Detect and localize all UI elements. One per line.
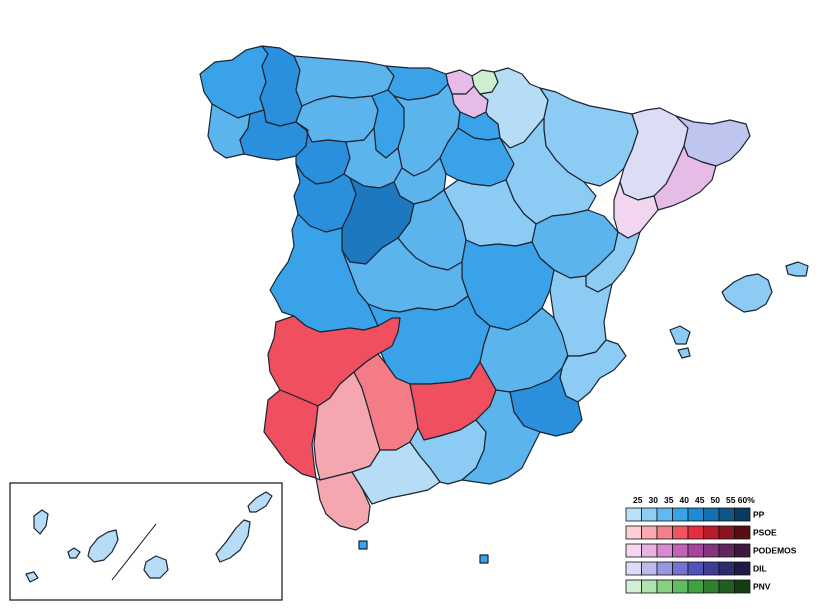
legend-swatch <box>687 543 704 558</box>
region-guadalajara <box>443 179 537 247</box>
legend-swatch <box>703 507 720 522</box>
region-baleares-mallorca <box>721 273 773 313</box>
legend-party-label: PNV <box>753 582 771 592</box>
region-baleares-ibiza <box>669 325 691 345</box>
legend-swatch <box>672 525 689 540</box>
region-barcelona <box>653 145 717 211</box>
legend-party-label: DIL <box>753 564 767 574</box>
legend-swatch <box>656 525 673 540</box>
region-valencia <box>549 269 613 357</box>
legend-swatch <box>687 507 704 522</box>
legend-swatch <box>672 543 689 558</box>
legend-swatch <box>641 507 658 522</box>
legend-swatch <box>718 525 735 540</box>
legend-threshold-label: 30 <box>649 495 659 505</box>
legend-swatch <box>718 561 735 576</box>
region-canarias-la-gomera <box>67 547 81 559</box>
canary-islands-divider <box>111 523 157 581</box>
region-baleares-menorca <box>785 261 809 277</box>
legend-party-label: PODEMOS <box>753 546 797 556</box>
region-melilla <box>479 554 489 564</box>
legend-swatch <box>734 579 751 594</box>
legend-swatch <box>625 579 642 594</box>
region-almeria <box>461 389 541 485</box>
legend-swatch <box>625 507 642 522</box>
region-canarias-el-hierro <box>25 571 39 583</box>
region-canarias-gran-canaria <box>143 555 169 579</box>
legend-swatch <box>672 579 689 594</box>
legend-swatch <box>656 561 673 576</box>
legend-swatch <box>734 507 751 522</box>
legend-swatch <box>656 579 673 594</box>
legend-swatch <box>672 507 689 522</box>
legend-threshold-label: 60% <box>738 495 755 505</box>
legend-swatch <box>641 561 658 576</box>
legend-swatch <box>718 579 735 594</box>
legend-threshold-label: 45 <box>695 495 705 505</box>
legend-party-label: PP <box>753 510 765 520</box>
region-canarias-fuerteventura <box>215 519 251 563</box>
legend-swatch <box>687 561 704 576</box>
region-ceuta <box>358 540 368 550</box>
region-canarias-tenerife <box>87 529 119 563</box>
legend-swatch <box>703 525 720 540</box>
legend-swatch <box>656 543 673 558</box>
legend: 25 30 35 40 45 50 55 60% PP PSOE PODEMOS DIL PNV <box>625 495 797 594</box>
legend-swatch <box>641 543 658 558</box>
legend-swatch <box>687 525 704 540</box>
legend-threshold-label: 40 <box>680 495 690 505</box>
region-tarragona <box>613 181 659 239</box>
legend-swatch <box>703 561 720 576</box>
legend-swatch <box>734 543 751 558</box>
legend-threshold-label: 25 <box>633 495 643 505</box>
legend-swatch <box>625 543 642 558</box>
legend-threshold-label: 50 <box>711 495 721 505</box>
legend-swatch <box>641 579 658 594</box>
legend-swatch <box>625 525 642 540</box>
legend-swatch <box>687 579 704 594</box>
region-a-coruna <box>199 45 269 119</box>
legend-swatch <box>718 543 735 558</box>
region-canarias-la-palma <box>33 509 49 535</box>
region-baleares-formentera <box>677 347 691 359</box>
legend-party-label: PSOE <box>753 528 777 538</box>
region-canarias-lanzarote <box>247 491 273 513</box>
region-cadiz <box>315 471 371 531</box>
legend-swatch <box>718 507 735 522</box>
legend-threshold-label: 35 <box>664 495 674 505</box>
legend-swatch <box>734 525 751 540</box>
legend-swatch <box>672 561 689 576</box>
legend-threshold-label: 55 <box>726 495 736 505</box>
region-huelva <box>263 389 319 479</box>
legend-swatch <box>734 561 751 576</box>
legend-swatch <box>641 525 658 540</box>
legend-swatch <box>656 507 673 522</box>
legend-swatch <box>703 579 720 594</box>
legend-swatch <box>625 561 642 576</box>
legend-swatch <box>703 543 720 558</box>
